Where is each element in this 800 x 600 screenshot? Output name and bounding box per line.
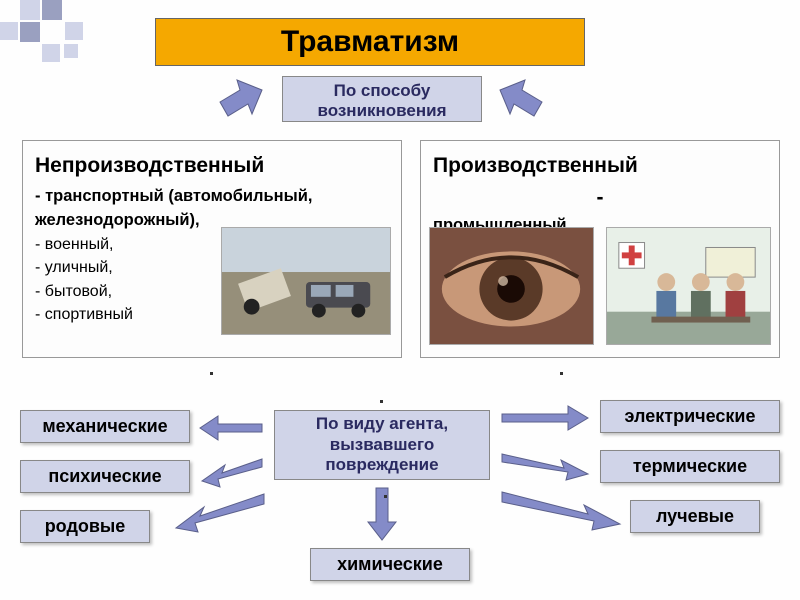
arrow-left-2	[198, 455, 268, 489]
category-heading: Непроизводственный	[35, 151, 389, 181]
arrow-down	[364, 484, 400, 544]
agent-psychic: психические	[20, 460, 190, 493]
agent-mechanical: механические	[20, 410, 190, 443]
category-dash: -	[433, 183, 767, 213]
agent-radiation: лучевые	[630, 500, 760, 533]
arrow-right-3	[498, 488, 624, 532]
agent-thermal: термические	[600, 450, 780, 483]
category-nonproduction: Непроизводственный - транспортный (автом…	[22, 140, 402, 358]
agent-electric: электрические	[600, 400, 780, 433]
agent-chemical: химические	[310, 548, 470, 581]
arrow-to-left-category	[212, 70, 272, 130]
category-production: Производственный - промышленный,	[420, 140, 780, 358]
image-crash	[221, 227, 391, 335]
agent-birth: родовые	[20, 510, 150, 543]
category-heading: Производственный	[433, 151, 767, 181]
arrow-right-1	[498, 404, 592, 432]
page-title: Травматизм	[155, 18, 585, 66]
classifier-method: По способу возникновения	[282, 76, 482, 122]
corner-decoration	[0, 0, 150, 70]
dot-decoration	[384, 495, 387, 498]
dot-decoration	[210, 372, 213, 375]
arrow-left-3	[170, 490, 270, 534]
arrow-right-2	[498, 448, 592, 482]
dot-decoration	[560, 372, 563, 375]
image-eye	[429, 227, 594, 345]
dot-decoration	[380, 400, 383, 403]
arrow-to-right-category	[490, 70, 550, 130]
classifier-agent: По виду агента, вызвавшего повреждение	[274, 410, 490, 480]
arrow-left-1	[198, 414, 268, 442]
image-hospital	[606, 227, 771, 345]
